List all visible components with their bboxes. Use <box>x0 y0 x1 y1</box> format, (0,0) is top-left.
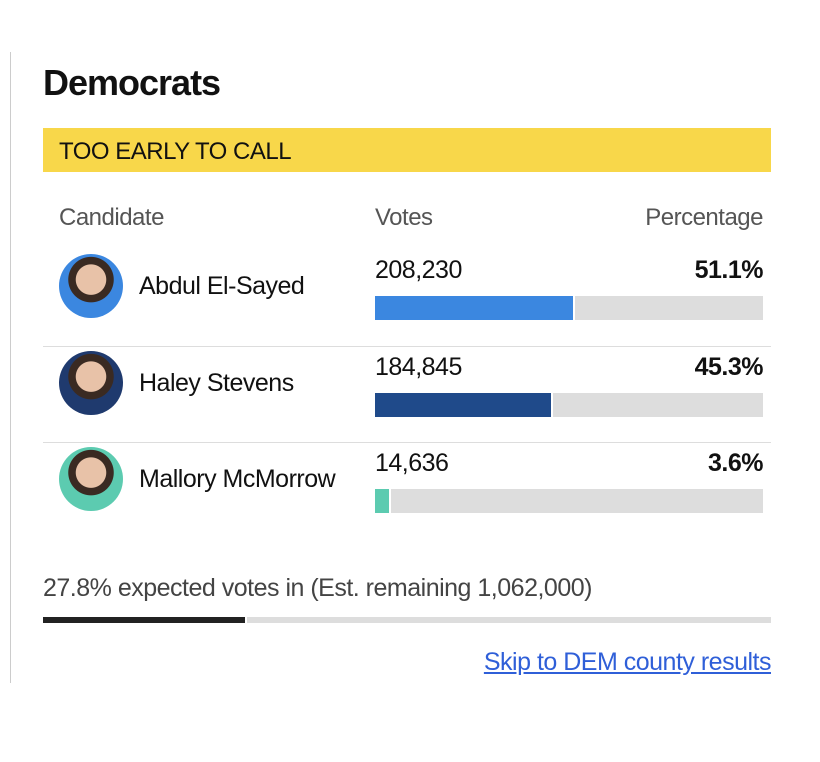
expected-votes-text: 27.8% expected votes in (Est. remaining … <box>43 574 592 602</box>
candidate-row: Haley Stevens 184,845 45.3% <box>43 346 771 443</box>
progress-track <box>43 617 771 623</box>
vote-bar <box>375 296 576 320</box>
bar-track <box>375 296 763 320</box>
vote-count: 208,230 <box>375 256 462 284</box>
vote-count: 184,845 <box>375 353 462 381</box>
vote-percentage: 3.6% <box>708 449 763 477</box>
progress-fill <box>43 617 248 623</box>
candidate-photo <box>59 351 123 415</box>
candidate-row: Mallory McMorrow 14,636 3.6% <box>43 442 771 539</box>
vote-count: 14,636 <box>375 449 449 477</box>
bar-track <box>375 489 763 513</box>
candidate-name: Abdul El-Sayed <box>139 272 305 300</box>
candidate-name: Mallory McMorrow <box>139 465 336 493</box>
candidate-name: Haley Stevens <box>139 369 294 397</box>
divider <box>10 52 11 683</box>
status-banner: TOO EARLY TO CALL <box>43 128 771 172</box>
county-results-link[interactable]: Skip to DEM county results <box>483 648 772 676</box>
title: Democrats <box>43 62 221 103</box>
candidate-row: Abdul El-Sayed 208,230 51.1% <box>43 250 771 346</box>
column-header: Votes <box>375 204 433 231</box>
status-text: TOO EARLY TO CALL <box>59 138 292 165</box>
vote-bar <box>375 393 553 417</box>
candidate-photo <box>59 447 123 511</box>
vote-percentage: 51.1% <box>694 256 764 284</box>
bar-track <box>375 393 763 417</box>
column-header: Percentage <box>645 204 763 231</box>
column-header: Candidate <box>59 204 164 231</box>
vote-percentage: 45.3% <box>694 353 764 381</box>
vote-bar <box>375 489 391 513</box>
candidate-photo <box>59 254 123 318</box>
